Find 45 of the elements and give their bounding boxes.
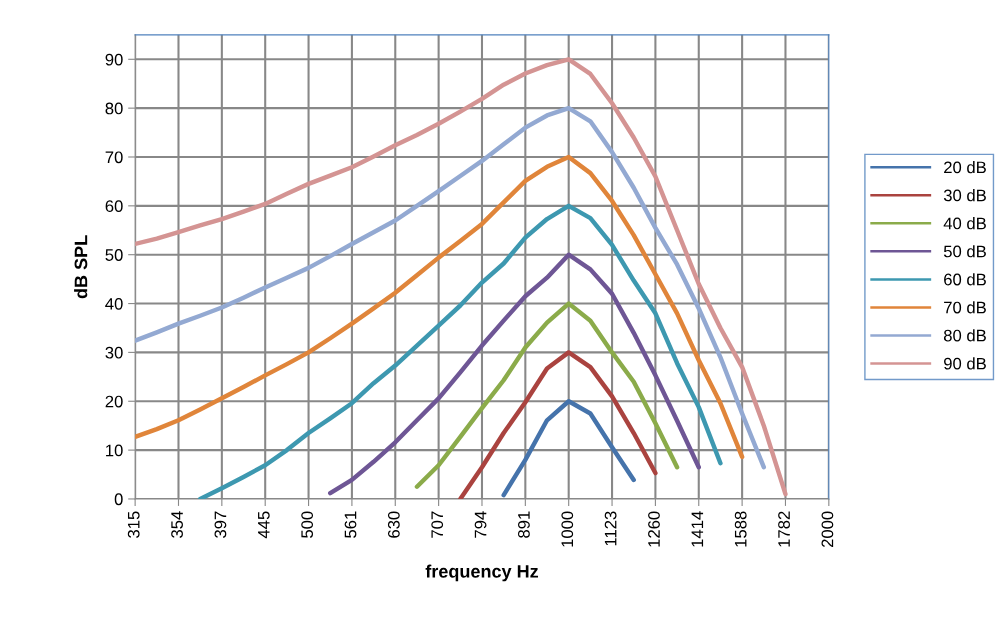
line-series bbox=[135, 57, 788, 497]
line-series bbox=[135, 154, 745, 460]
y-tick-label: 30 bbox=[105, 346, 123, 359]
y-tick-label: 20 bbox=[105, 395, 123, 408]
legend-label: 20 dB bbox=[944, 161, 986, 174]
x-tick-label: 445 bbox=[258, 511, 270, 539]
line-series bbox=[197, 203, 723, 499]
y-tick-label: 70 bbox=[105, 151, 123, 164]
x-tick-label: 630 bbox=[387, 511, 400, 538]
x-tick-label: 1000 bbox=[561, 511, 574, 547]
y-tick-label: 80 bbox=[105, 102, 123, 115]
x-tick-label: 561 bbox=[344, 511, 357, 538]
x-tick-label: 354 bbox=[171, 511, 183, 538]
x-tick-label: 2000 bbox=[821, 511, 834, 547]
legend-label: 40 dB bbox=[943, 217, 986, 230]
legend-label: 70 dB bbox=[944, 301, 986, 314]
y-axis-title: dB SPL bbox=[74, 235, 88, 299]
line-series bbox=[414, 301, 680, 489]
x-axis-title: frequency Hz bbox=[425, 564, 539, 582]
x-tick-label: 397 bbox=[214, 511, 227, 538]
y-tick-label: 0 bbox=[114, 493, 123, 506]
x-tick-label: 1782 bbox=[778, 511, 790, 547]
x-tick-label: 1588 bbox=[734, 511, 747, 547]
legend-label: 90 dB bbox=[944, 357, 986, 370]
x-tick-label: 707 bbox=[431, 511, 444, 538]
line-series bbox=[501, 399, 636, 498]
legend-label: 30 dB bbox=[943, 189, 986, 202]
legend-label: 60 dB bbox=[944, 273, 986, 286]
y-tick-label: 90 bbox=[105, 53, 123, 66]
legend-label: 50 dB bbox=[943, 245, 986, 258]
x-tick-label: 891 bbox=[518, 511, 530, 538]
line-series bbox=[458, 350, 658, 499]
y-tick-label: 60 bbox=[105, 200, 123, 213]
y-tick-label: 10 bbox=[106, 444, 123, 457]
x-tick-label: 1414 bbox=[691, 511, 704, 547]
x-tick-label: 315 bbox=[127, 511, 140, 538]
y-tick-label: 40 bbox=[105, 297, 123, 310]
x-tick-label: 500 bbox=[301, 511, 314, 538]
y-tick-label: 50 bbox=[105, 249, 123, 261]
x-tick-label: 794 bbox=[474, 511, 487, 538]
x-tick-label: 1123 bbox=[604, 511, 617, 546]
x-tick-label: 1260 bbox=[648, 511, 660, 547]
line-series bbox=[328, 252, 701, 496]
legend-label: 80 dB bbox=[943, 329, 986, 342]
line-series bbox=[135, 105, 767, 470]
